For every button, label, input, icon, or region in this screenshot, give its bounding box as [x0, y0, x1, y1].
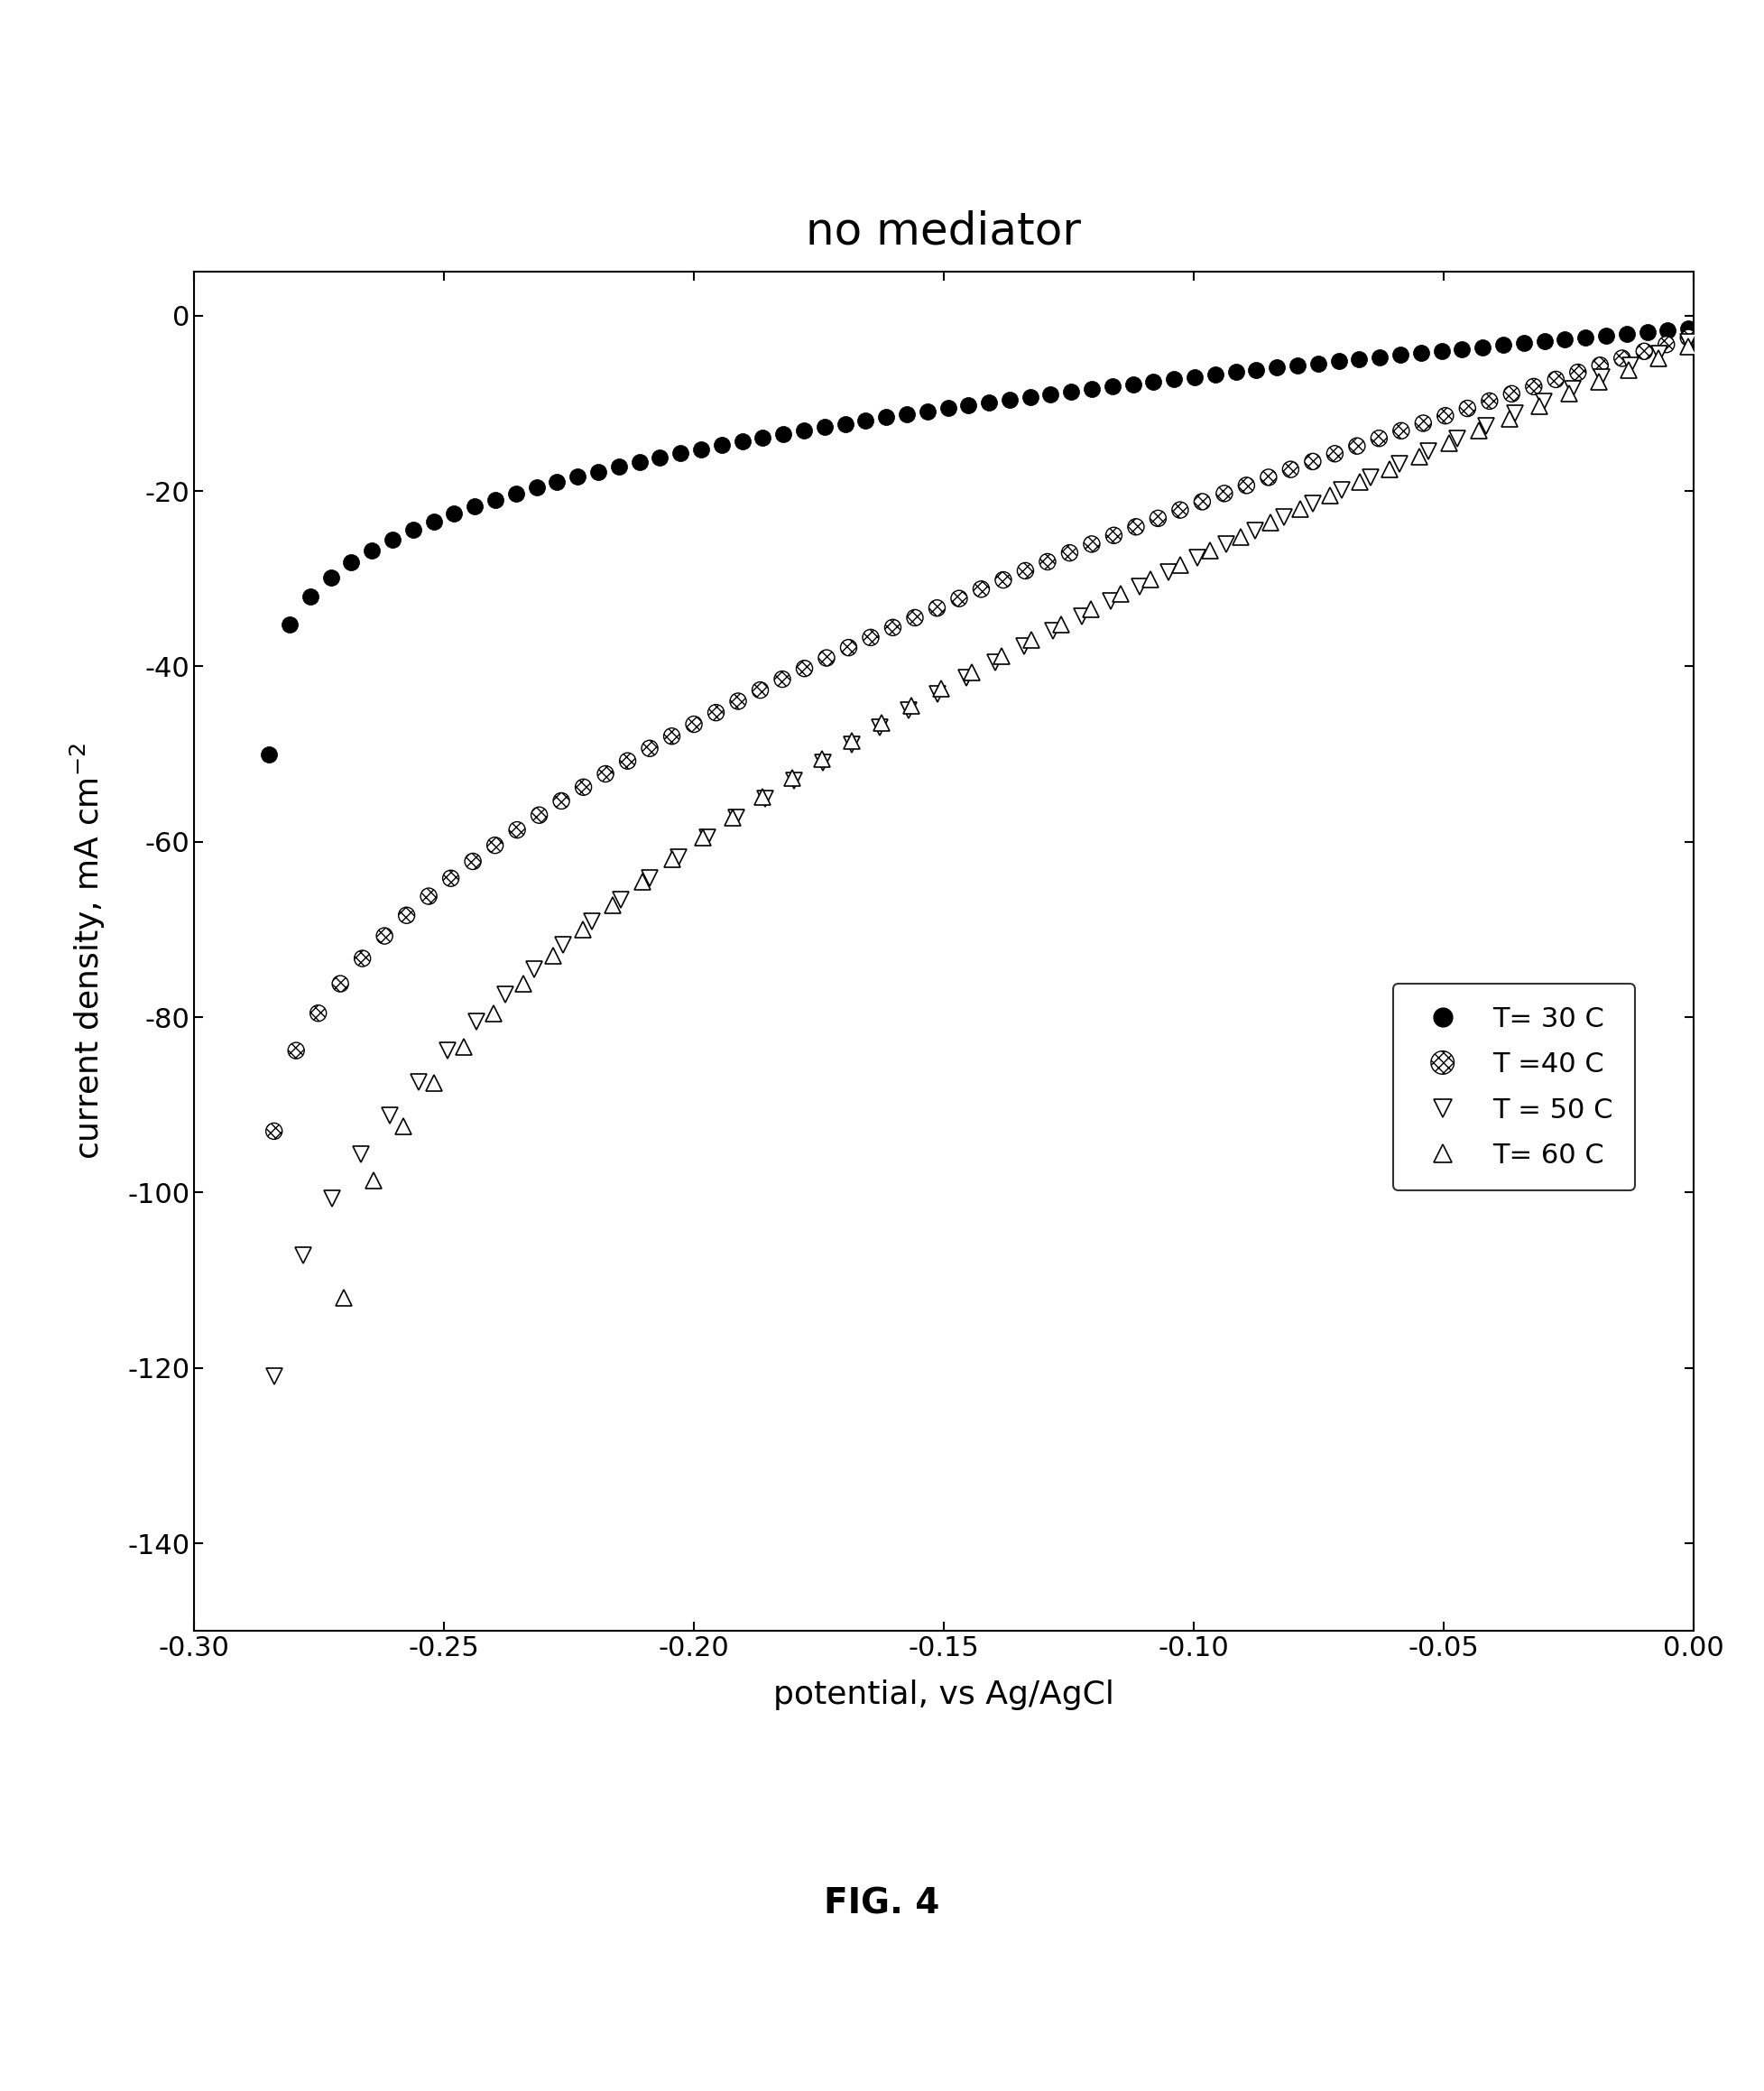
Title: no mediator: no mediator [806, 209, 1081, 253]
Point [1277, 452, 1305, 485]
Point [1674, 320, 1702, 353]
Point [1542, 362, 1570, 395]
Point [702, 696, 730, 730]
Point [1342, 429, 1371, 462]
Point [547, 784, 575, 818]
Point [326, 966, 355, 999]
Point [990, 562, 1018, 596]
Point [813, 642, 841, 675]
Point [1653, 328, 1681, 362]
Point [459, 845, 487, 878]
Point [1454, 391, 1482, 424]
Point [1498, 376, 1526, 410]
Point [1365, 422, 1394, 456]
Legend: T= 30 C, T =40 C, T = 50 C, T= 60 C: T= 30 C, T =40 C, T = 50 C, T= 60 C [1394, 985, 1635, 1190]
Point [901, 600, 930, 634]
Point [482, 828, 510, 861]
Point [503, 813, 531, 847]
Point [526, 799, 554, 832]
Point [658, 719, 686, 753]
Point [1609, 341, 1637, 374]
Point [679, 707, 707, 740]
Point [857, 621, 886, 654]
Point [370, 920, 399, 953]
Point [437, 861, 466, 895]
Point [1099, 519, 1127, 552]
Point [635, 732, 663, 765]
Point [1431, 399, 1459, 433]
Point [1630, 335, 1658, 368]
Point [946, 581, 974, 615]
Point [570, 769, 598, 803]
Point [1011, 554, 1039, 588]
Point [1189, 485, 1217, 519]
Point [1475, 385, 1503, 418]
Point [1210, 477, 1238, 510]
Point [1078, 527, 1106, 560]
Point [1122, 510, 1150, 544]
Point [1034, 546, 1062, 579]
Point [1519, 370, 1547, 404]
Point [303, 997, 332, 1031]
Point [1055, 535, 1083, 569]
Point [1565, 355, 1593, 389]
Point [790, 652, 818, 686]
Point [1233, 468, 1261, 502]
Point [1254, 460, 1282, 493]
Text: FIG. 4: FIG. 4 [824, 1886, 940, 1920]
Point [1143, 502, 1171, 535]
Point [767, 663, 796, 696]
Point [1409, 406, 1438, 439]
Point [1166, 493, 1194, 527]
Point [393, 899, 422, 933]
Point [1321, 437, 1349, 470]
Point [723, 684, 751, 717]
X-axis label: potential, vs Ag/AgCl: potential, vs Ag/AgCl [773, 1679, 1115, 1710]
Point [967, 573, 995, 606]
Point [1298, 445, 1327, 479]
Point [746, 673, 774, 707]
Point [878, 611, 907, 644]
Point [282, 1033, 310, 1066]
Point [1387, 414, 1415, 447]
Point [591, 757, 619, 790]
Point [1586, 349, 1614, 383]
Point [923, 592, 951, 625]
Point [259, 1115, 288, 1148]
Point [348, 941, 376, 974]
Point [614, 744, 642, 778]
Point [834, 631, 863, 665]
Y-axis label: current density, mA cm$^{-2}$: current density, mA cm$^{-2}$ [69, 742, 108, 1161]
Point [415, 880, 443, 914]
